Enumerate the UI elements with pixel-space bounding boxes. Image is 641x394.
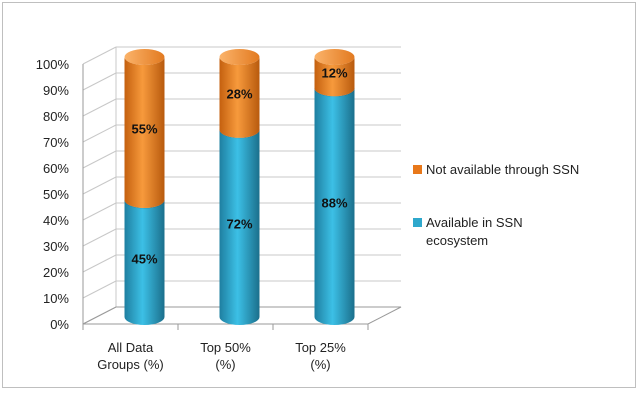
bar-top-cap <box>219 49 260 65</box>
legend: Not available through SSN Available in SS… <box>413 162 579 248</box>
y-tick-label: 50% <box>43 187 69 202</box>
stacked-bar-chart: 0% 10% 20% 30% 40% 50% 60% 70% 80% 90% 100% All Dat… <box>36 46 579 372</box>
labels-layer: 45% 55% 72% 28% 88% 12% <box>131 66 347 267</box>
gridline-side <box>82 98 117 117</box>
bar-segment <box>219 129 260 325</box>
data-label: 72% <box>226 216 252 231</box>
bar-segment <box>314 88 355 325</box>
data-label: 12% <box>321 66 347 81</box>
y-tick-label: 30% <box>43 239 69 254</box>
y-tick-label: 70% <box>43 135 69 150</box>
y-tick-label: 10% <box>43 291 69 306</box>
axis-layer: 0% 10% 20% 30% 40% 50% 60% 70% 80% 90% 100% All Dat… <box>36 57 402 372</box>
gridline-side <box>82 124 117 143</box>
gridline-side <box>82 280 117 299</box>
bar-segment <box>124 57 165 208</box>
legend-swatch <box>413 165 422 174</box>
gridline-side <box>82 46 117 65</box>
bar-top-cap <box>124 49 165 65</box>
bar-segment <box>314 57 355 97</box>
gridline-side <box>82 202 117 221</box>
data-label: 88% <box>321 196 347 211</box>
bars-layer <box>124 49 355 325</box>
chart-frame: 0% 10% 20% 30% 40% 50% 60% 70% 80% 90% 100% All Dat… <box>2 2 636 388</box>
legend-swatch <box>413 218 422 227</box>
x-category-label: All Data Groups (%) <box>97 340 163 372</box>
bar-top-cap <box>314 49 355 65</box>
y-tick-label: 20% <box>43 265 69 280</box>
y-tick-label: 40% <box>43 213 69 228</box>
y-tick-label: 60% <box>43 161 69 176</box>
gridline-side <box>82 72 117 91</box>
data-label: 45% <box>131 252 157 267</box>
gridline-side <box>82 176 117 195</box>
y-tick-label: 0% <box>50 317 69 332</box>
data-label: 28% <box>226 86 252 101</box>
gridline-side <box>82 228 117 247</box>
x-category-label: Top 25% (%) <box>295 340 346 372</box>
x-category-label: Top 50% (%) <box>200 340 251 372</box>
y-tick-label: 100% <box>36 57 70 72</box>
legend-label: Available in SSN ecosystem <box>426 215 523 248</box>
gridline-side <box>82 150 117 169</box>
data-label: 55% <box>131 122 157 137</box>
bar-segment <box>124 200 165 325</box>
y-tick-label: 90% <box>43 83 69 98</box>
y-tick-label: 80% <box>43 109 69 124</box>
gridline-side <box>82 254 117 273</box>
legend-label: Not available through SSN <box>426 162 579 177</box>
bar-segment <box>219 57 260 138</box>
